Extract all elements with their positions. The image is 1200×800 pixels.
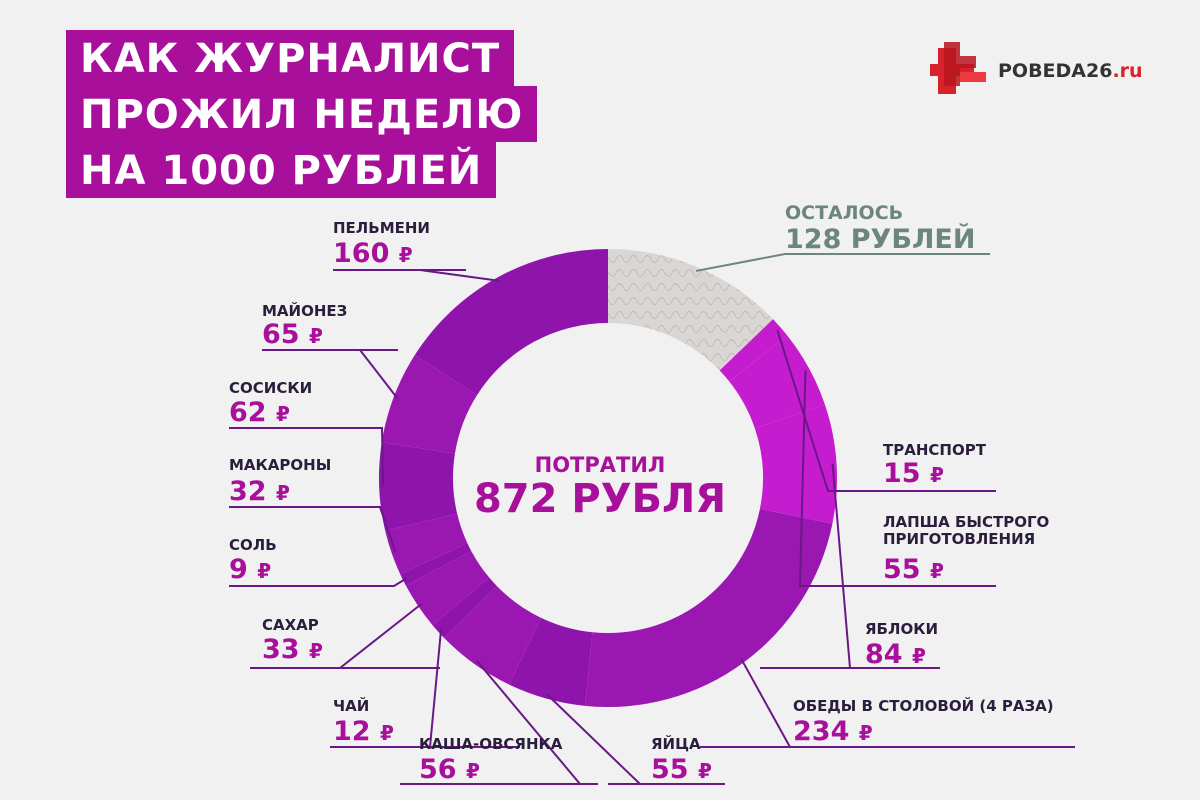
label-value-яйца: 55 ₽ — [651, 754, 712, 785]
label-name-лапша-быстрого-приготовления: ЛАПША БЫСТРОГО ПРИГОТОВЛЕНИЯ — [883, 513, 1049, 548]
leader-сахар — [250, 603, 440, 669]
label-name-яйца: ЯЙЦА — [651, 734, 701, 753]
label-name-яблоки: ЯБЛОКИ — [865, 620, 938, 638]
label-value-транспорт: 15 ₽ — [883, 458, 944, 489]
slice-пельмени — [414, 249, 608, 395]
slice-соль — [400, 543, 472, 586]
label-value-сосиски: 62 ₽ — [229, 397, 290, 428]
label-name-сосиски: СОСИСКИ — [229, 379, 312, 397]
slice-майонез — [381, 355, 478, 454]
leader-сосиски — [229, 427, 385, 487]
slice-макароны — [385, 513, 468, 575]
label-name-соль: СОЛЬ — [229, 536, 277, 554]
slice-обеды-в-столовой-4-раза — [585, 508, 833, 708]
leader-пельмени — [333, 269, 500, 282]
label-name-обеды-в-столовой-4-раза: ОБЕДЫ В СТОЛОВОЙ (4 РАЗА) — [793, 696, 1054, 715]
label-value-лапша-быстрого-приготовления: 55 ₽ — [883, 554, 944, 585]
leader-макароны — [229, 506, 397, 552]
leader-lines — [229, 253, 1075, 785]
label-value-обеды-в-столовой-4-раза: 234 ₽ — [793, 716, 873, 747]
slice-сахар — [405, 550, 490, 626]
logo[interactable]: POBEDA26.ru — [930, 42, 1143, 100]
remaining-label: ОСТАЛОСЬ — [785, 202, 903, 224]
center-label: ПОТРАТИЛ — [535, 453, 666, 477]
label-name-чай: ЧАЙ — [333, 696, 369, 715]
leader-соль — [229, 577, 408, 587]
slice-чай — [432, 577, 498, 638]
logo-text: POBEDA26.ru — [998, 60, 1143, 82]
slice-remaining-texture — [608, 249, 773, 371]
leader-каша-овсянка — [400, 660, 598, 785]
title-line-1: КАК ЖУРНАЛИСТ — [66, 30, 515, 86]
title-block: КАК ЖУРНАЛИСТ ПРОЖИЛ НЕДЕЛЮ НА 1000 РУБЛ… — [66, 30, 538, 198]
center-value: 872 РУБЛЯ — [474, 476, 726, 522]
label-value-каша-овсянка: 56 ₽ — [419, 754, 480, 785]
label-name-транспорт: ТРАНСПОРТ — [883, 441, 987, 459]
label-value-соль: 9 ₽ — [229, 554, 271, 585]
slice-сосиски — [379, 442, 458, 531]
slice-яйца — [509, 617, 593, 706]
remaining-value: 128 РУБЛЕЙ — [785, 223, 975, 255]
slice-яблоки — [754, 404, 837, 524]
title-line-3: НА 1000 РУБЛЕЙ — [66, 142, 497, 198]
label-name-сахар: САХАР — [262, 616, 319, 634]
leader-яблоки — [760, 463, 940, 669]
label-name-пельмени: ПЕЛЬМЕНИ — [333, 219, 430, 237]
label-name-макароны: МАКАРОНЫ — [229, 456, 331, 474]
slice-транспорт — [719, 319, 788, 382]
label-value-пельмени: 160 ₽ — [333, 238, 413, 269]
leader-remaining — [695, 253, 990, 272]
leader-лапша-быстрого-приготовления — [798, 370, 996, 587]
label-name-майонез: МАЙОНЕЗ — [262, 301, 347, 320]
leader-майонез — [262, 349, 399, 400]
leader-обеды-в-столовой-4-раза — [700, 658, 1075, 748]
leader-яйца — [546, 693, 725, 785]
label-name-каша-овсянка: КАША-ОВСЯНКА — [419, 735, 563, 753]
slice-каша-овсянка — [444, 586, 542, 685]
label-value-сахар: 33 ₽ — [262, 634, 323, 665]
logo-icon — [930, 42, 986, 94]
leader-транспорт — [776, 329, 996, 492]
label-value-чай: 12 ₽ — [333, 716, 394, 747]
title-line-2: ПРОЖИЛ НЕДЕЛЮ — [66, 86, 538, 142]
label-value-майонез: 65 ₽ — [262, 319, 323, 350]
leader-чай — [330, 628, 520, 748]
donut-slices — [379, 249, 837, 708]
label-value-макароны: 32 ₽ — [229, 476, 290, 507]
label-value-яблоки: 84 ₽ — [865, 639, 926, 670]
